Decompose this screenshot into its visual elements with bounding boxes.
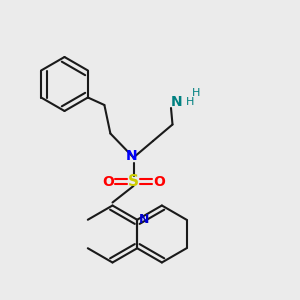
Text: H: H — [192, 88, 201, 98]
Text: H: H — [186, 97, 195, 107]
Text: N: N — [139, 213, 149, 226]
Text: N: N — [126, 149, 138, 163]
Text: O: O — [102, 175, 114, 188]
Text: N: N — [171, 95, 183, 109]
Text: S: S — [128, 174, 139, 189]
Text: O: O — [153, 175, 165, 188]
